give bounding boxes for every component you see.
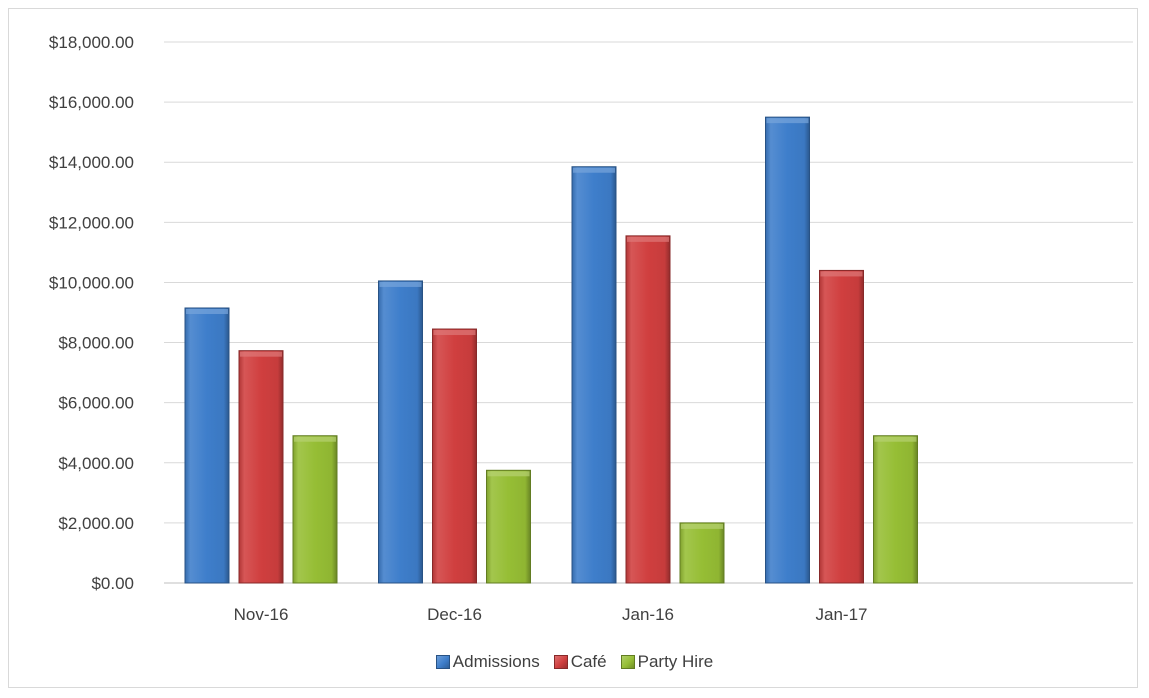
x-tick-label: Nov-16 [234, 605, 289, 624]
legend-swatch-party-hire [620, 655, 635, 669]
y-tick-label: $18,000.00 [49, 33, 134, 52]
bar [765, 116, 810, 584]
legend-label-cafe: Café [570, 652, 607, 671]
y-tick-label: $16,000.00 [49, 93, 134, 112]
y-tick-label: $2,000.00 [58, 514, 134, 533]
y-tick-label: $8,000.00 [58, 334, 134, 353]
bar-bevel [294, 436, 336, 442]
x-tick-label: Jan-17 [816, 605, 868, 624]
bar-party-hire-dec-16 [486, 469, 531, 584]
bar-admissions-jan-16 [571, 166, 617, 584]
bar [486, 469, 531, 584]
y-tick-label: $12,000.00 [49, 213, 134, 232]
bar-bevel [433, 330, 476, 336]
legend: Admissions Café Party Hire [0, 652, 1149, 672]
bar-bevel [766, 118, 809, 124]
bar-caf--nov-16 [238, 350, 284, 584]
bar-caf--dec-16 [432, 328, 477, 584]
legend-item-party-hire: Party Hire [620, 652, 714, 672]
bar-admissions-nov-16 [184, 307, 230, 584]
bar-caf--jan-16 [625, 235, 671, 584]
bar-bevel [240, 351, 282, 357]
bar [292, 435, 338, 584]
bars [184, 116, 918, 584]
bar-bevel [627, 236, 669, 242]
y-tick-label: $0.00 [91, 574, 134, 593]
x-tick-label: Dec-16 [427, 605, 482, 624]
legend-item-cafe: Café [553, 652, 607, 672]
bar-bevel [379, 281, 422, 287]
bar-bevel [487, 471, 530, 477]
y-tick-label: $10,000.00 [49, 273, 134, 292]
legend-label-admissions: Admissions [452, 652, 540, 671]
bar [378, 280, 423, 584]
bar [625, 235, 671, 584]
bar [819, 269, 864, 584]
bar-admissions-jan-17 [765, 116, 810, 584]
bar [873, 435, 918, 584]
y-tick-label: $4,000.00 [58, 454, 134, 473]
bar [238, 350, 284, 584]
y-tick-label: $6,000.00 [58, 394, 134, 413]
bar [571, 166, 617, 584]
legend-swatch-cafe [553, 655, 568, 669]
bar-bevel [681, 523, 723, 529]
y-tick-label: $14,000.00 [49, 153, 134, 172]
bar-admissions-dec-16 [378, 280, 423, 584]
bar-bevel [573, 167, 615, 173]
bar-party-hire-nov-16 [292, 435, 338, 584]
legend-label-party-hire: Party Hire [637, 652, 714, 671]
bar [432, 328, 477, 584]
legend-swatch-admissions [435, 655, 450, 669]
bar-bevel [820, 271, 863, 277]
bar [679, 522, 725, 584]
x-tick-label: Jan-16 [622, 605, 674, 624]
bar [184, 307, 230, 584]
x-axis-tick-labels: Nov-16 Dec-16 Jan-16 Jan-17 [234, 605, 868, 624]
legend-item-admissions: Admissions [435, 652, 540, 672]
bar-bevel [874, 436, 917, 442]
bar-caf--jan-17 [819, 269, 864, 584]
bar-party-hire-jan-17 [873, 435, 918, 584]
bar-party-hire-jan-16 [679, 522, 725, 584]
bar-bevel [186, 308, 228, 314]
y-axis-tick-labels: $0.00 $2,000.00 $4,000.00 $6,000.00 $8,000.0… [49, 33, 134, 593]
